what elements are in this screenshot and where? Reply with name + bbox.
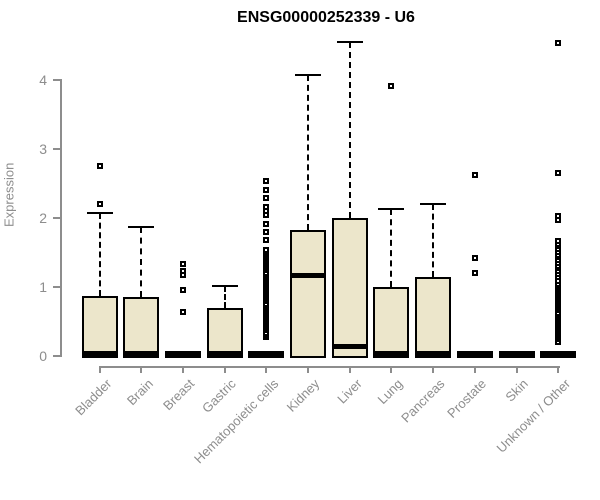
y-tick-label: 1 [39, 279, 47, 295]
outlier-breast [179, 260, 186, 267]
x-label-kidney: Kidney [283, 376, 323, 415]
box-lung [373, 287, 410, 358]
outlier-prostate [471, 269, 478, 276]
flat-box-unknown-other [540, 351, 577, 358]
x-axis-tick-hematopoietic-cells [265, 368, 268, 373]
outlier-hematopoietic-cells [263, 177, 270, 184]
whisker-lung [390, 209, 393, 287]
x-axis-line [99, 366, 560, 368]
x-label-unknown-other: Unknown / Other [493, 376, 573, 456]
flat-box-breast [164, 351, 201, 358]
outlier-unknown-other [555, 212, 562, 219]
y-axis-label: Expression [1, 162, 17, 228]
x-axis-tick-skin [515, 368, 518, 373]
whisker-cap-brain [128, 225, 155, 228]
y-axis-tick [53, 79, 61, 81]
y-axis-line [60, 79, 62, 357]
whisker-kidney [307, 75, 309, 230]
x-label-bladder: Bladder [71, 376, 115, 419]
y-tick-label: 4 [39, 72, 47, 88]
x-label-liver: Liver [333, 376, 365, 407]
median-brain [123, 351, 160, 356]
box-kidney [290, 229, 326, 358]
y-tick-label: 3 [39, 141, 47, 157]
y-axis-tick [53, 148, 61, 150]
whisker-cap-liver [336, 41, 363, 44]
y-tick-label: 2 [39, 210, 47, 226]
outlier-unknown-other [555, 237, 562, 244]
outlier-prostate [471, 171, 478, 178]
whisker-cap-pancreas [420, 202, 447, 205]
whisker-liver [348, 42, 351, 218]
x-axis-tick-lung [390, 368, 393, 373]
outlier-unknown-other [555, 170, 562, 177]
x-label-gastric: Gastric [199, 376, 240, 416]
whisker-brain [140, 226, 143, 297]
whisker-gastric [223, 285, 226, 308]
outlier-unknown-other [555, 39, 562, 46]
x-label-prostate: Prostate [444, 376, 490, 421]
outlier-hematopoietic-cells [263, 194, 270, 201]
box-pancreas [415, 276, 452, 358]
x-axis-tick-brain [140, 368, 143, 373]
outlier-hematopoietic-cells [263, 246, 270, 253]
x-axis-tick-breast [181, 368, 184, 373]
median-lung [373, 351, 410, 356]
outlier-lung [388, 83, 395, 90]
x-axis-tick-liver [348, 368, 351, 373]
x-label-lung: Lung [374, 376, 407, 408]
x-axis-tick-pancreas [432, 368, 435, 373]
x-axis-tick-gastric [223, 368, 226, 373]
outlier-hematopoietic-cells [263, 228, 270, 235]
x-axis-tick-kidney [307, 368, 309, 373]
flat-box-skin [498, 351, 535, 358]
whisker-bladder [98, 213, 101, 296]
whisker-pancreas [432, 203, 435, 277]
whisker-cap-gastric [211, 284, 238, 287]
outlier-hematopoietic-cells [263, 237, 270, 244]
box-bladder [81, 295, 118, 358]
median-pancreas [415, 351, 452, 356]
outlier-breast [179, 268, 186, 275]
x-axis-tick-bladder [98, 368, 101, 373]
outlier-hematopoietic-cells [263, 220, 270, 227]
outlier-breast [179, 286, 186, 293]
x-axis-tick-prostate [473, 368, 476, 373]
y-axis-tick [53, 286, 61, 288]
median-liver [331, 344, 368, 349]
median-bladder [81, 351, 118, 356]
box-brain [123, 296, 160, 358]
whisker-cap-kidney [295, 74, 321, 77]
y-axis-tick [53, 217, 61, 219]
y-axis-tick [53, 355, 61, 357]
x-label-skin: Skin [502, 376, 532, 405]
box-liver [331, 218, 368, 358]
box-gastric [206, 307, 243, 358]
x-label-pancreas: Pancreas [398, 376, 448, 426]
flat-box-prostate [456, 351, 493, 358]
outlier-breast [179, 308, 186, 315]
flat-box-hematopoietic-cells [248, 351, 285, 358]
outlier-bladder [96, 200, 103, 207]
x-axis-tick-unknown-other [557, 368, 560, 373]
y-tick-label: 0 [39, 348, 47, 364]
outlier-bladder [96, 163, 103, 170]
median-gastric [206, 351, 243, 356]
x-label-breast: Breast [160, 376, 198, 414]
outlier-prostate [471, 255, 478, 262]
outlier-hematopoietic-cells [263, 203, 270, 210]
median-kidney [290, 273, 326, 278]
x-label-brain: Brain [123, 376, 156, 409]
whisker-cap-bladder [86, 212, 113, 215]
chart-title: ENSG00000252339 - U6 [237, 9, 415, 26]
outlier-hematopoietic-cells [263, 186, 270, 193]
whisker-cap-lung [378, 208, 405, 211]
